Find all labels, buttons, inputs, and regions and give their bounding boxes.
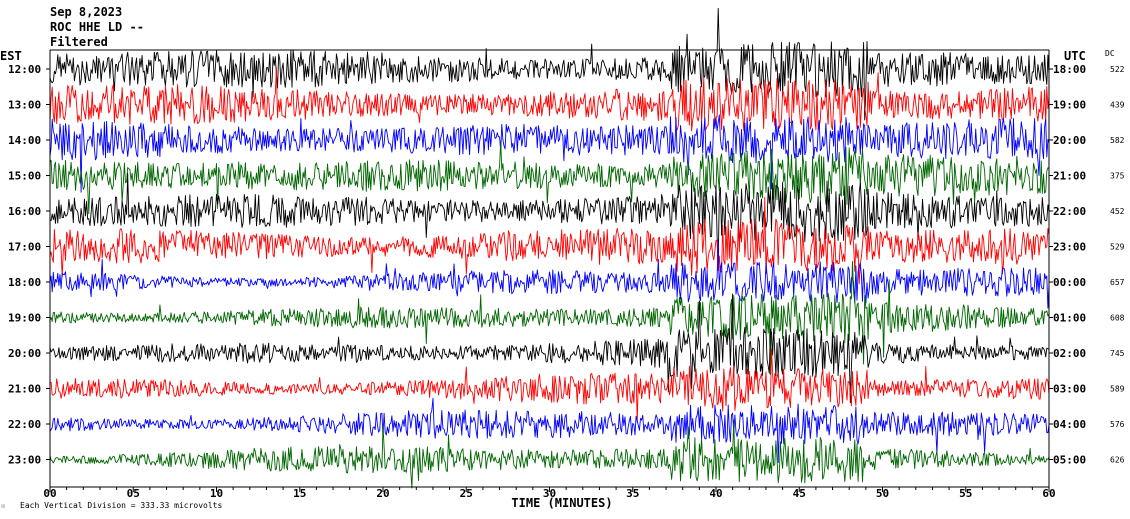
x-tick-label: 10	[210, 487, 223, 500]
trace-line	[49, 239, 1050, 309]
x-tick-label: 45	[793, 487, 806, 500]
x-tick-label: 40	[709, 487, 722, 500]
header-filter: Filtered	[50, 35, 108, 49]
dc-offset-label: 375	[1110, 172, 1125, 181]
x-tick-label: 50	[876, 487, 889, 500]
trace-line	[49, 419, 1050, 489]
footer-scale-note: Each Vertical Division = 333.33 microvol…	[20, 501, 222, 510]
left-hour-label: 18:00	[8, 276, 41, 289]
dc-offset-label: 522	[1110, 65, 1125, 74]
x-tick-label: 25	[460, 487, 473, 500]
left-hour-label: 19:00	[8, 312, 41, 325]
trace-line	[49, 348, 1050, 423]
left-hour-label: 22:00	[8, 418, 41, 431]
left-hour-label: 15:00	[8, 170, 41, 183]
x-tick-label: 05	[127, 487, 140, 500]
dc-offset-label: 439	[1110, 101, 1125, 110]
left-hour-label: 16:00	[8, 205, 41, 218]
dc-offset-label: 608	[1110, 314, 1125, 323]
trace-line	[49, 293, 1050, 404]
trace-line	[49, 196, 1050, 285]
dc-offset-label: 745	[1110, 349, 1125, 358]
right-hour-label: 01:00	[1053, 312, 1086, 325]
x-tick-label: 35	[626, 487, 639, 500]
left-hour-label: 21:00	[8, 383, 41, 396]
left-hour-label: 23:00	[8, 454, 41, 467]
x-tick-label: 00	[43, 487, 56, 500]
dc-header: DC	[1105, 49, 1115, 58]
trace-line	[49, 260, 1050, 376]
header-date: Sep 8,2023	[50, 5, 122, 19]
right-hour-label: 02:00	[1053, 347, 1086, 360]
trace-line	[49, 397, 1050, 464]
x-axis-ticks: 00 05 10 15 20 25 30 35 40 45 50 55 60	[43, 487, 1056, 500]
dc-offset-label: 589	[1110, 385, 1125, 394]
left-hour-label: 20:00	[8, 347, 41, 360]
x-tick-label: 20	[376, 487, 389, 500]
trace-line	[49, 67, 1050, 132]
right-hour-label: 04:00	[1053, 418, 1086, 431]
dc-offset-label: 576	[1110, 420, 1125, 429]
dc-offset-label: 582	[1110, 136, 1125, 145]
right-hour-label: 19:00	[1053, 99, 1086, 112]
left-hour-label: 14:00	[8, 134, 41, 147]
trace-line	[49, 140, 1050, 215]
x-tick-label: 55	[959, 487, 972, 500]
right-hour-label: 23:00	[1053, 241, 1086, 254]
left-hour-labels: 12:00 13:00 14:00 15:00 16:00 17:00 18:00 19:00…	[8, 63, 50, 467]
dc-offset-label: 529	[1110, 243, 1125, 252]
left-hour-label: 17:00	[8, 241, 41, 254]
right-hour-labels: 18:00 19:00 20:00 21:00 22:00 23:00 00:00 01:00…	[1049, 63, 1086, 467]
right-hour-label: 00:00	[1053, 276, 1086, 289]
trace-layer	[49, 7, 1050, 489]
footer-icon: ☉	[1, 502, 5, 510]
left-hour-label: 12:00	[8, 63, 41, 76]
left-timezone-label: EST	[0, 49, 22, 63]
x-axis-label: TIME (MINUTES)	[511, 496, 612, 510]
dc-offset-label: 657	[1110, 278, 1125, 287]
dc-offset-label: 452	[1110, 207, 1125, 216]
right-hour-label: 18:00	[1053, 63, 1086, 76]
trace-line	[49, 114, 1050, 193]
x-tick-label: 60	[1042, 487, 1055, 500]
header-station: ROC HHE LD --	[50, 20, 144, 34]
dc-offset-label: 626	[1110, 456, 1125, 465]
x-tick-label: 30	[543, 487, 556, 500]
trace-line	[49, 7, 1050, 121]
left-hour-label: 13:00	[8, 99, 41, 112]
trace-line	[49, 172, 1050, 266]
right-hour-label: 22:00	[1053, 205, 1086, 218]
right-hour-label: 20:00	[1053, 134, 1086, 147]
x-tick-label: 15	[293, 487, 306, 500]
right-hour-label: 03:00	[1053, 383, 1086, 396]
dc-offset-labels: 522 439 582 375 452 529 657 608 745 589 576 626	[1110, 65, 1125, 465]
right-hour-label: 05:00	[1053, 454, 1086, 467]
right-timezone-label: UTC	[1064, 49, 1086, 63]
right-hour-label: 21:00	[1053, 170, 1086, 183]
